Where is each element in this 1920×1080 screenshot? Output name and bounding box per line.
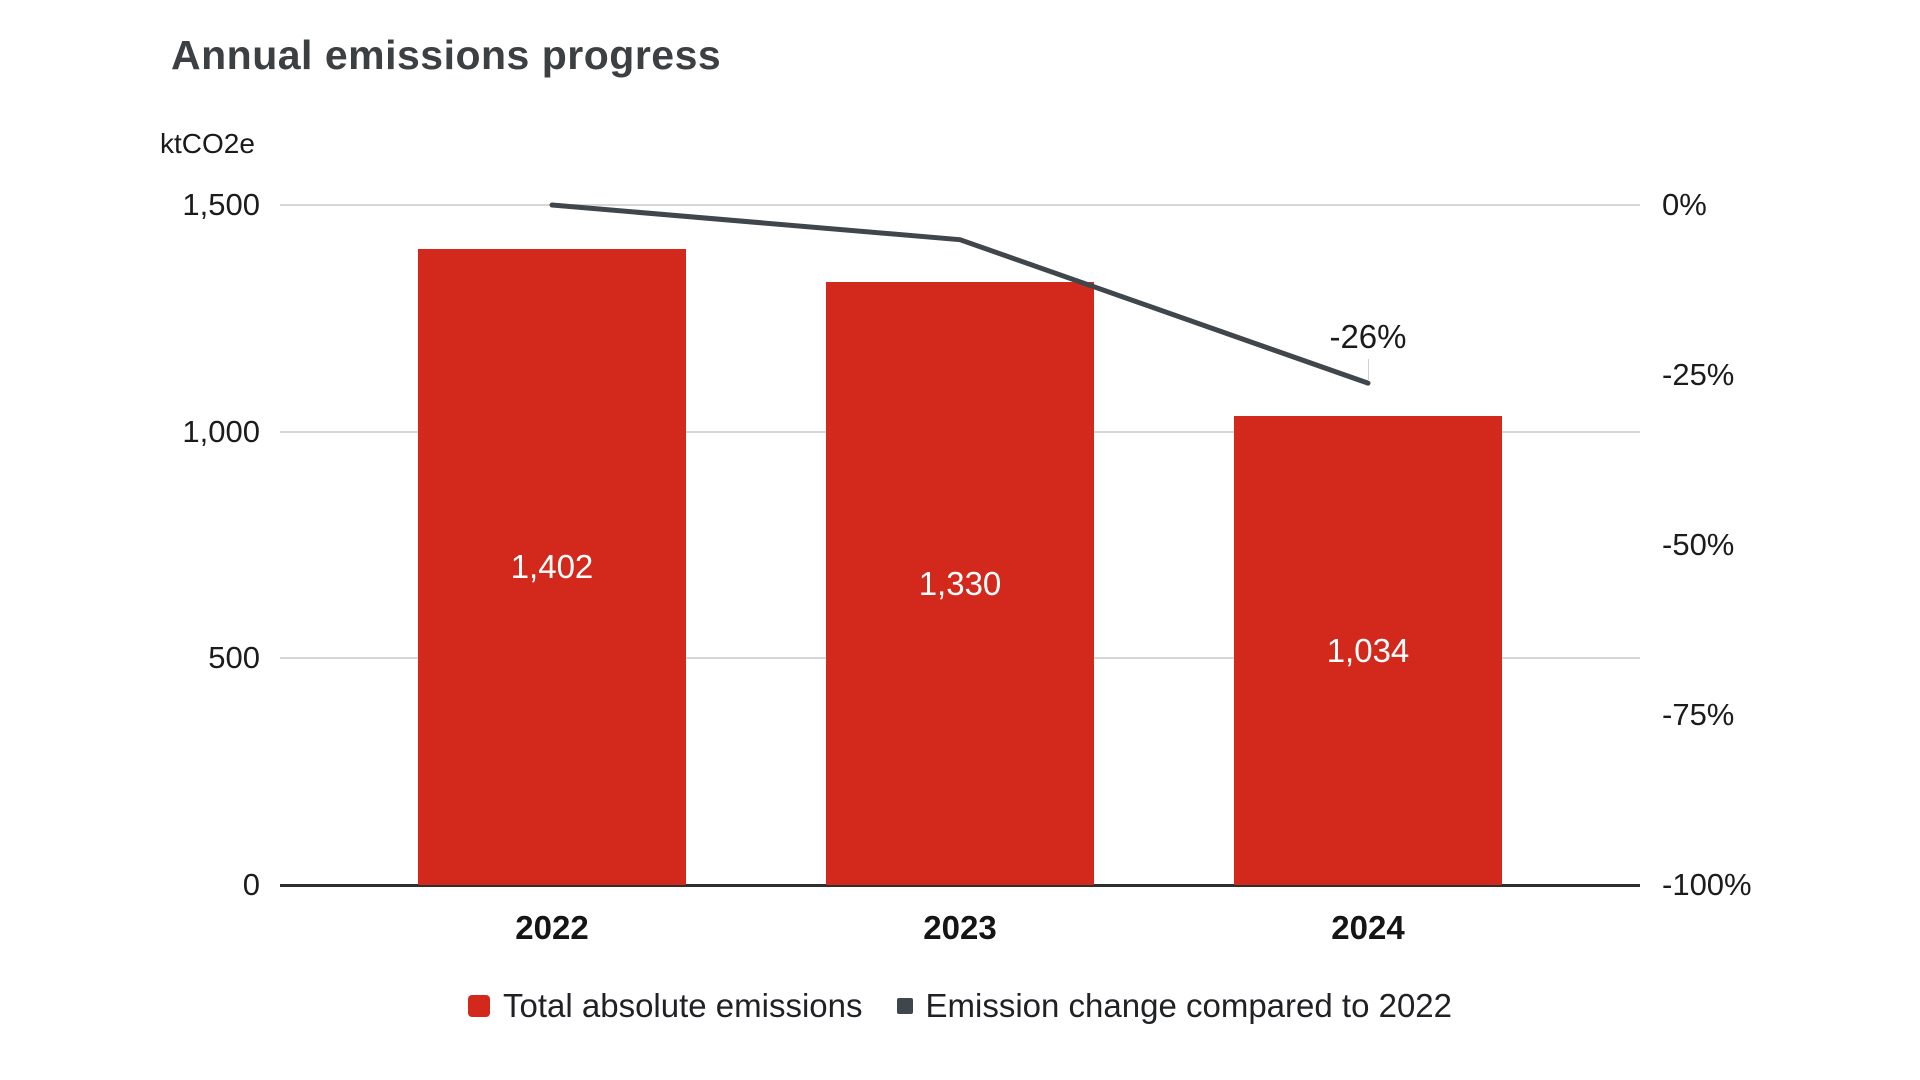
x-axis-baseline [280, 884, 1640, 887]
legend-swatch-line [896, 998, 913, 1014]
x-tick-label-2023: 2023 [923, 909, 997, 946]
y-right-tick-label: -100% [1662, 867, 1752, 902]
bar-value-label: 1,330 [918, 564, 1002, 602]
left-axis-unit-label: ktCO2e [160, 128, 255, 159]
y-right-tick-label: -50% [1662, 527, 1735, 562]
y-left-tick-label: 1,500 [182, 187, 260, 222]
y-left-tick-label: 0 [242, 867, 260, 902]
legend-swatch-bar [467, 995, 490, 1017]
gridline [280, 204, 1640, 206]
y-right-tick-label: -75% [1662, 697, 1735, 732]
legend-item-total-emissions[interactable]: Total absolute emissions [467, 984, 863, 1028]
bar-value-label: 1,034 [1326, 631, 1410, 669]
legend-item-emission-change[interactable]: Emission change compared to 2022 [896, 984, 1453, 1028]
legend-label: Total absolute emissions [502, 987, 863, 1024]
line-annotation-label: -26% [1329, 318, 1407, 356]
y-right-tick-label: -25% [1662, 357, 1735, 392]
x-tick-label-2024: 2024 [1331, 909, 1405, 946]
legend: Total absolute emissions Emission change… [0, 984, 1920, 1028]
y-left-tick-label: 500 [208, 640, 260, 676]
y-right-tick-label: 0% [1662, 187, 1707, 222]
bar-value-label: 1,402 [510, 548, 594, 586]
legend-label: Emission change compared to 2022 [925, 987, 1453, 1024]
y-left-tick-label: 1,000 [182, 413, 260, 449]
chart-title: Annual emissions progress [171, 32, 722, 78]
annotation-leader-line [1368, 359, 1369, 382]
x-tick-label-2022: 2022 [515, 909, 589, 946]
bar-2024[interactable] [1234, 416, 1502, 885]
